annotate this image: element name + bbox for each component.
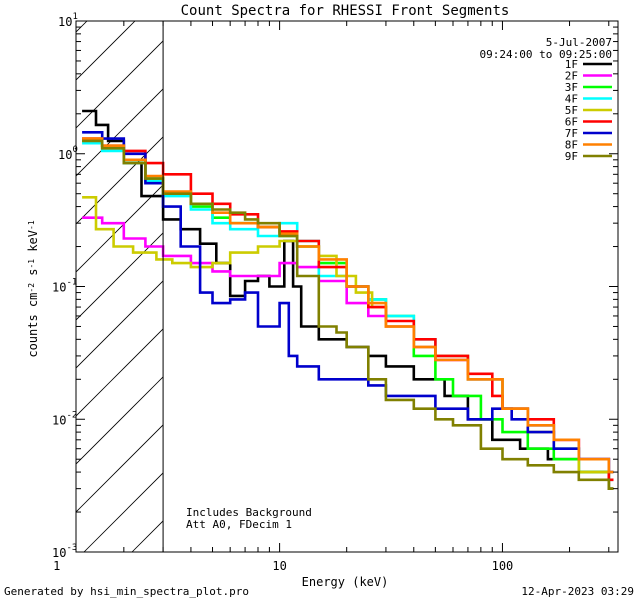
legend-label-8f: 8F (565, 139, 578, 152)
legend-date: 5-Jul-2007 (546, 36, 612, 49)
legend-label-9f: 9F (565, 150, 578, 163)
excluded-region-hatch (76, 232, 164, 321)
x-axis-label: Energy (keV) (302, 575, 389, 589)
footer-timestamp: 12-Apr-2023 03:29 (521, 585, 634, 598)
y-tick-label: 10-1 (52, 278, 77, 295)
legend-label-3f: 3F (565, 81, 578, 94)
legend-label-5f: 5F (565, 104, 578, 117)
y-tick-label: 10-2 (52, 410, 77, 427)
legend-label-2f: 2F (565, 70, 578, 83)
footer-generated-by: Generated by hsi_min_spectra_plot.pro (4, 585, 249, 598)
chart-title: Count Spectra for RHESSI Front Segments (181, 3, 510, 19)
excluded-region-hatch (76, 40, 164, 129)
legend-label-1f: 1F (565, 58, 578, 71)
y-tick-label: 100 (58, 145, 78, 162)
y-tick-label: 10-3 (52, 543, 77, 560)
legend-label-4f: 4F (565, 93, 578, 106)
excluded-region-hatch (76, 424, 164, 513)
legend-label-6f: 6F (565, 116, 578, 129)
y-axis-label: counts cm-2 s-1 keV-1 (26, 220, 40, 357)
excluded-region-hatch (76, 280, 164, 369)
x-tick-label: 100 (492, 559, 514, 573)
annotation-background: Includes Background (186, 506, 312, 519)
excluded-region-hatch (76, 88, 164, 177)
legend-time-range: 09:24:00 to 09:25:00 (480, 48, 612, 61)
excluded-region-hatch (76, 136, 164, 225)
series-line-9f (82, 139, 614, 490)
annotation-attenuator: Att A0, FDecim 1 (186, 518, 292, 531)
x-tick-label: 10 (272, 559, 286, 573)
series-line-7f (82, 131, 614, 474)
x-tick-label: 1 (53, 559, 60, 573)
y-tick-label: 101 (58, 12, 78, 29)
legend-label-7f: 7F (565, 127, 578, 140)
